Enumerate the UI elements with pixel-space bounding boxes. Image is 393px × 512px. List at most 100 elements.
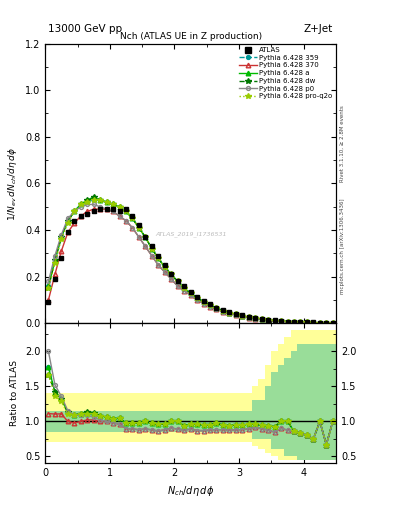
Pythia 6.428 a: [130, 216, 135, 222]
Pythia 6.428 p0: [136, 234, 141, 240]
Pythia 6.428 dw: [292, 319, 296, 325]
Pythia 6.428 370: [182, 288, 187, 294]
Pythia 6.428 p0: [85, 201, 90, 207]
Pythia 6.428 a: [46, 283, 51, 289]
Pythia 6.428 359: [182, 285, 187, 291]
Pythia 6.428 p0: [195, 297, 199, 303]
Pythia 6.428 dw: [259, 316, 264, 322]
Pythia 6.428 p0: [285, 318, 290, 325]
Pythia 6.428 pro-q2o: [214, 305, 219, 311]
Pythia 6.428 dw: [253, 315, 257, 322]
Pythia 6.428 pro-q2o: [85, 199, 90, 205]
Pythia 6.428 dw: [130, 216, 135, 222]
Pythia 6.428 pro-q2o: [98, 197, 103, 203]
Pythia 6.428 pro-q2o: [220, 308, 225, 314]
Pythia 6.428 pro-q2o: [136, 225, 141, 231]
Pythia 6.428 dw: [104, 199, 109, 205]
Pythia 6.428 dw: [214, 305, 219, 311]
Pythia 6.428 dw: [188, 290, 193, 296]
Pythia 6.428 dw: [59, 234, 64, 240]
Pythia 6.428 pro-q2o: [233, 311, 238, 317]
Pythia 6.428 359: [233, 311, 238, 317]
Pythia 6.428 dw: [85, 197, 90, 203]
Pythia 6.428 359: [156, 255, 161, 261]
Pythia 6.428 359: [111, 201, 116, 207]
Pythia 6.428 359: [279, 318, 283, 324]
Pythia 6.428 a: [331, 320, 335, 326]
Pythia 6.428 359: [208, 302, 212, 308]
Pythia 6.428 370: [149, 253, 154, 259]
Pythia 6.428 a: [143, 234, 148, 240]
Line: Pythia 6.428 pro-q2o: Pythia 6.428 pro-q2o: [46, 197, 335, 326]
Pythia 6.428 p0: [324, 320, 329, 326]
Pythia 6.428 a: [227, 310, 232, 316]
Pythia 6.428 p0: [298, 319, 303, 325]
Pythia 6.428 pro-q2o: [318, 319, 322, 326]
Pythia 6.428 359: [188, 290, 193, 296]
Pythia 6.428 359: [266, 317, 270, 323]
Pythia 6.428 370: [246, 314, 251, 321]
Pythia 6.428 p0: [272, 318, 277, 324]
Pythia 6.428 359: [285, 318, 290, 325]
Pythia 6.428 pro-q2o: [111, 201, 116, 207]
Pythia 6.428 370: [298, 319, 303, 325]
Pythia 6.428 370: [188, 292, 193, 298]
Pythia 6.428 370: [311, 319, 316, 326]
Pythia 6.428 dw: [272, 317, 277, 324]
Pythia 6.428 dw: [246, 314, 251, 320]
Pythia 6.428 359: [214, 305, 219, 311]
Pythia 6.428 a: [162, 264, 167, 270]
Text: ATLAS_2019_I1736531: ATLAS_2019_I1736531: [155, 231, 226, 237]
Pythia 6.428 pro-q2o: [162, 264, 167, 270]
Pythia 6.428 370: [72, 220, 77, 226]
Y-axis label: $1/N_{ev}\,dN_{ch}/d\eta\,d\phi$: $1/N_{ev}\,dN_{ch}/d\eta\,d\phi$: [6, 146, 19, 221]
Pythia 6.428 a: [240, 313, 245, 319]
Pythia 6.428 a: [259, 316, 264, 322]
Pythia 6.428 370: [91, 206, 96, 212]
Pythia 6.428 a: [182, 285, 187, 291]
Pythia 6.428 a: [136, 225, 141, 231]
Pythia 6.428 pro-q2o: [240, 313, 245, 319]
Pythia 6.428 dw: [124, 208, 129, 215]
Pythia 6.428 359: [59, 234, 64, 240]
Pythia 6.428 dw: [279, 318, 283, 324]
Pythia 6.428 p0: [182, 288, 187, 294]
Pythia 6.428 359: [169, 271, 174, 278]
Pythia 6.428 a: [292, 319, 296, 325]
Line: Pythia 6.428 a: Pythia 6.428 a: [46, 195, 335, 325]
Pythia 6.428 a: [214, 305, 219, 311]
Pythia 6.428 pro-q2o: [246, 314, 251, 320]
Pythia 6.428 p0: [130, 225, 135, 231]
Pythia 6.428 pro-q2o: [259, 316, 264, 322]
Pythia 6.428 a: [124, 208, 129, 215]
Pythia 6.428 a: [53, 258, 57, 264]
Pythia 6.428 pro-q2o: [305, 319, 309, 326]
Pythia 6.428 pro-q2o: [46, 285, 51, 291]
Pythia 6.428 370: [78, 213, 83, 219]
Pythia 6.428 a: [233, 311, 238, 317]
Pythia 6.428 370: [208, 304, 212, 310]
Pythia 6.428 pro-q2o: [156, 255, 161, 261]
Pythia 6.428 359: [298, 319, 303, 325]
Pythia 6.428 359: [220, 308, 225, 314]
Pythia 6.428 dw: [324, 320, 329, 326]
Pythia 6.428 p0: [305, 319, 309, 326]
X-axis label: $N_{ch}/d\eta\,d\phi$: $N_{ch}/d\eta\,d\phi$: [167, 484, 214, 498]
Line: Pythia 6.428 dw: Pythia 6.428 dw: [46, 195, 335, 326]
Pythia 6.428 359: [292, 319, 296, 325]
Pythia 6.428 359: [72, 208, 77, 215]
Pythia 6.428 359: [246, 314, 251, 320]
Pythia 6.428 a: [266, 317, 270, 323]
Pythia 6.428 359: [318, 319, 322, 326]
Pythia 6.428 p0: [53, 253, 57, 259]
Pythia 6.428 370: [305, 319, 309, 326]
Pythia 6.428 pro-q2o: [182, 285, 187, 291]
Pythia 6.428 p0: [246, 314, 251, 321]
Pythia 6.428 370: [104, 206, 109, 212]
Pythia 6.428 a: [298, 319, 303, 325]
Pythia 6.428 dw: [298, 319, 303, 325]
Pythia 6.428 370: [117, 213, 122, 219]
Pythia 6.428 a: [253, 315, 257, 322]
Pythia 6.428 pro-q2o: [298, 319, 303, 325]
Pythia 6.428 a: [91, 195, 96, 201]
